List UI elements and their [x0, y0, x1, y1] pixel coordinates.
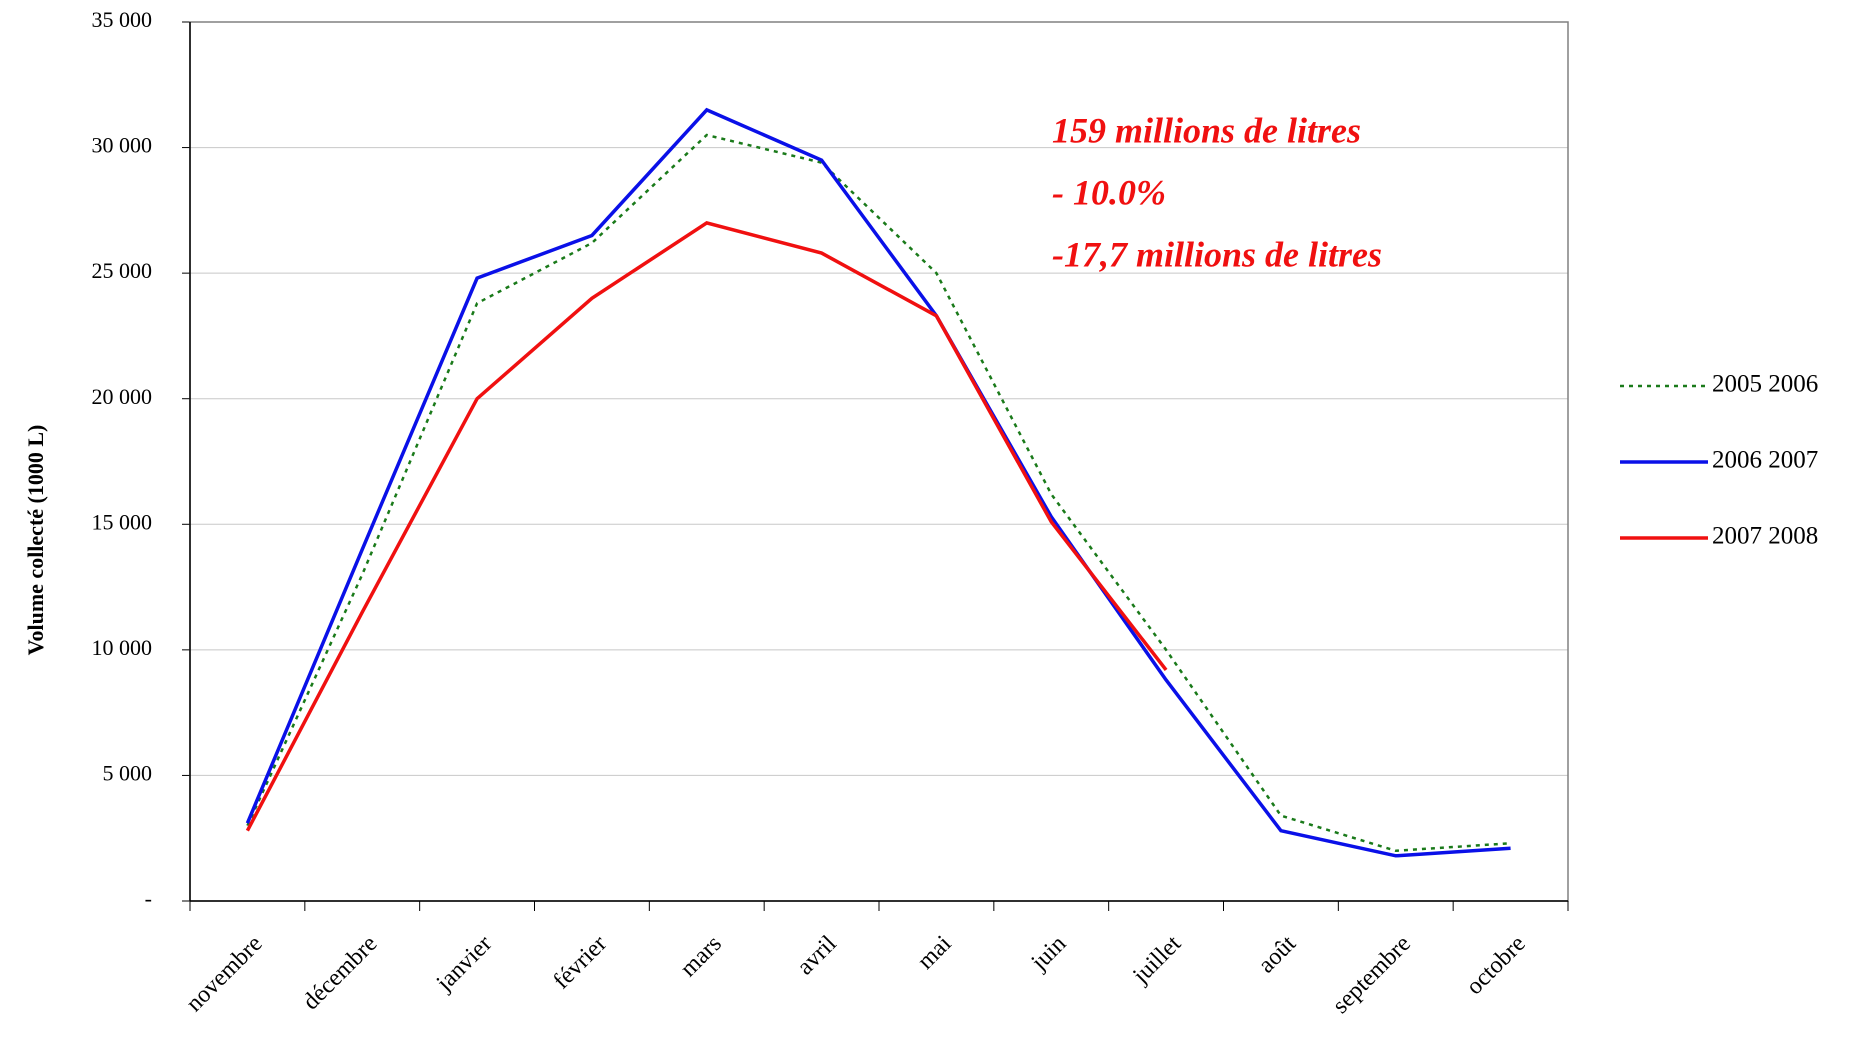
series-line: [245, 221, 1168, 832]
y-tick-label: 5 000: [103, 760, 153, 785]
annotation: - 10.0%: [1052, 172, 1166, 212]
legend-label: 2007 2008: [1712, 523, 1818, 550]
x-tick-label: novembre: [181, 931, 267, 1017]
y-tick-label: 35 000: [92, 7, 153, 32]
x-tick-label: février: [548, 931, 612, 995]
y-tick-label: -: [145, 886, 152, 911]
series-line: [245, 107, 1511, 858]
y-tick-label: 25 000: [92, 258, 153, 283]
x-tick-label: mars: [676, 931, 727, 982]
x-tick-label: octobre: [1461, 931, 1530, 1000]
x-tick-label: septembre: [1328, 931, 1416, 1019]
y-tick-label: 10 000: [92, 635, 153, 660]
y-tick-label: 15 000: [92, 509, 153, 534]
annotation: 159 millions de litres: [1052, 110, 1361, 150]
plot-frame: [189, 21, 1569, 902]
x-tick-label: avril: [792, 931, 842, 981]
x-tick-label: juin: [1026, 931, 1072, 977]
x-tick-label: juillet: [1128, 931, 1187, 990]
x-tick-label: décembre: [298, 931, 382, 1015]
x-tick-label: janvier: [431, 931, 497, 997]
y-tick-label: 20 000: [92, 384, 153, 409]
annotation: -17,7 millions de litres: [1052, 234, 1382, 274]
y-axis-label: Volume collecté (1000 L): [23, 425, 48, 656]
series-line: [246, 133, 1511, 853]
x-tick-label: mai: [913, 931, 957, 975]
legend-label: 2006 2007: [1712, 447, 1818, 474]
y-tick-label: 30 000: [92, 133, 153, 158]
x-tick-label: août: [1253, 931, 1301, 979]
legend-label: 2005 2006: [1712, 371, 1818, 398]
